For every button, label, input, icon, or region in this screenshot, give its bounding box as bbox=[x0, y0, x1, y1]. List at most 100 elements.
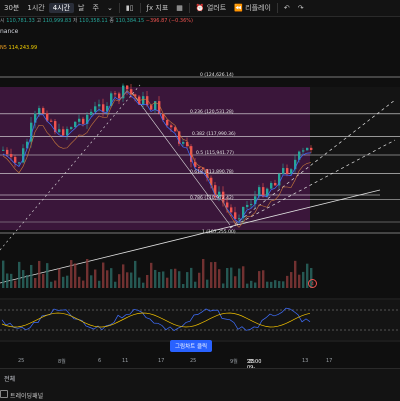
candle-body bbox=[162, 113, 165, 120]
time-axis[interactable]: 25 8월 6 11 17 25 9월 '25 09-06 21:00 13 1… bbox=[0, 356, 400, 377]
candle-body bbox=[294, 159, 297, 170]
fib-label-0: 0 (124,626.14) bbox=[200, 73, 234, 78]
volume-bar bbox=[154, 269, 157, 288]
volume-bar bbox=[86, 258, 89, 288]
volume-bar bbox=[98, 280, 101, 288]
candles bbox=[2, 83, 313, 228]
channel-left-dashed bbox=[0, 84, 141, 251]
candle-body bbox=[118, 93, 121, 99]
candle-body bbox=[142, 96, 145, 105]
oscillator-line-slow bbox=[1, 312, 311, 328]
indicators-label: 지표 bbox=[155, 4, 169, 12]
candle-body bbox=[134, 94, 137, 97]
candle-body bbox=[110, 93, 113, 106]
replay-icon: ⏪ bbox=[234, 4, 243, 12]
volume-bar bbox=[266, 281, 269, 288]
timeframe-day[interactable]: 날 bbox=[78, 4, 85, 12]
volume-bar bbox=[74, 263, 77, 288]
volume-bar bbox=[110, 268, 113, 288]
candle-body bbox=[234, 212, 237, 220]
undo-icon[interactable]: ↶ bbox=[283, 4, 290, 12]
symbol-exchange[interactable]: nance bbox=[0, 28, 19, 35]
bottom-bar: 전체 트레이딩패널 bbox=[0, 368, 400, 401]
oscillator-line-fast bbox=[1, 307, 311, 332]
fib-label-0618: 0.618 (113,890.78) bbox=[190, 170, 234, 175]
candle-body bbox=[42, 108, 45, 114]
x-tick: 25 bbox=[190, 358, 197, 364]
volume-bar bbox=[78, 276, 81, 288]
ohlc-readout: 시 110,781.33 고 110,999.83 저 110,358.11 종… bbox=[0, 17, 193, 27]
chart-tooltip[interactable]: 그림차트 클릭 bbox=[170, 340, 213, 352]
indicators-button[interactable]: ƒx 지표 bbox=[143, 3, 173, 13]
candle-body bbox=[222, 191, 225, 203]
candle-body bbox=[214, 185, 217, 198]
volume-bar bbox=[30, 264, 33, 288]
volume-bar bbox=[290, 272, 293, 288]
candle-body bbox=[54, 121, 57, 133]
candle-body bbox=[198, 167, 201, 169]
range-all-button[interactable]: 전체 bbox=[4, 376, 16, 383]
volume-bar bbox=[254, 282, 257, 288]
candle-body bbox=[38, 108, 41, 114]
volume-bar bbox=[26, 275, 29, 288]
event-badge[interactable]: 4 bbox=[308, 279, 317, 288]
candle-body bbox=[306, 147, 309, 151]
timeframe-30m[interactable]: 30분 bbox=[4, 4, 20, 12]
candle-body bbox=[286, 168, 289, 174]
low-label: 저 bbox=[72, 18, 78, 24]
candle-body bbox=[78, 118, 81, 122]
volume-bar bbox=[18, 261, 21, 288]
candle-body bbox=[66, 128, 69, 136]
volume-bar bbox=[278, 281, 281, 288]
candle-body bbox=[6, 149, 9, 155]
candle-body bbox=[238, 218, 241, 220]
timeframe-week[interactable]: 주 bbox=[92, 4, 99, 12]
volume-bar bbox=[182, 283, 185, 288]
candle-body bbox=[30, 122, 33, 142]
layout-icon[interactable]: ▦ bbox=[176, 4, 183, 12]
moving-average-orange bbox=[2, 89, 312, 228]
close-label: 종 bbox=[109, 18, 114, 24]
candle-body bbox=[206, 169, 209, 178]
replay-button[interactable]: ⏪ 리플레이 bbox=[230, 3, 275, 13]
volume-bar bbox=[138, 277, 141, 288]
timeframe-4h[interactable]: 4시간 bbox=[48, 3, 75, 13]
volume-bar bbox=[250, 280, 253, 288]
volume-bar bbox=[6, 273, 9, 288]
candle-body bbox=[242, 206, 245, 219]
volume-bar bbox=[134, 260, 137, 288]
candle-body bbox=[186, 142, 189, 147]
candle-body bbox=[254, 196, 257, 205]
volume-bar bbox=[234, 276, 237, 288]
alert-button[interactable]: ⏰ 얼러트 bbox=[192, 3, 230, 13]
volume-bar bbox=[274, 280, 277, 288]
candles-icon[interactable]: ▮▯ bbox=[125, 4, 134, 12]
volume-bar bbox=[186, 272, 189, 288]
volume-bar bbox=[58, 268, 61, 288]
candle-body bbox=[182, 142, 185, 144]
redo-icon[interactable]: ↷ bbox=[297, 4, 304, 12]
volume-bar bbox=[258, 271, 261, 288]
volume-bar bbox=[190, 267, 193, 288]
candle-body bbox=[2, 149, 5, 151]
candle-body bbox=[258, 187, 261, 197]
open-value: 110,781.33 bbox=[6, 18, 35, 24]
panel-icon bbox=[0, 390, 8, 398]
x-tick: 17 bbox=[158, 358, 165, 364]
candle-body bbox=[178, 131, 181, 144]
low-value: 110,358.11 bbox=[79, 18, 108, 24]
candle-body bbox=[122, 85, 125, 99]
candle-body bbox=[298, 151, 301, 160]
timeframe-1h[interactable]: 1시간 bbox=[27, 4, 45, 12]
volume-bars bbox=[2, 258, 313, 288]
indicator-value: 114,243.99 bbox=[8, 45, 38, 51]
timeframe-dropdown-icon[interactable]: ⌄ bbox=[106, 4, 113, 12]
channel-mid-dashed bbox=[229, 139, 396, 229]
trend-line-support bbox=[0, 189, 381, 284]
volume-bar bbox=[246, 283, 249, 288]
volume-bar bbox=[282, 281, 285, 288]
trading-panel-tab[interactable]: 트레이딩패널 bbox=[10, 393, 44, 400]
volume-bar bbox=[238, 268, 241, 288]
indicator-legend[interactable]: N5 114,243.99 bbox=[0, 45, 37, 51]
